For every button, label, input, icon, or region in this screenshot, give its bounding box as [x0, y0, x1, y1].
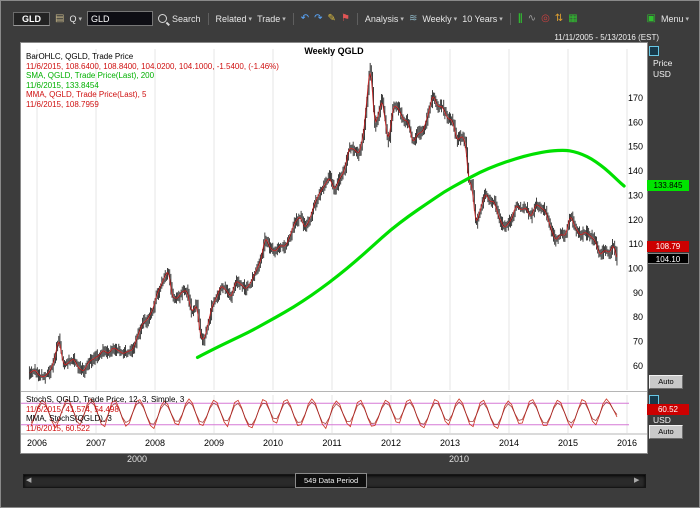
svg-text:70: 70	[633, 337, 643, 347]
stoch-legend-values: 11/6/2015, 41.574, 54.498	[26, 404, 119, 414]
toolbar-separator	[356, 12, 358, 25]
svg-text:2006: 2006	[27, 438, 47, 448]
dropdown-arrow-icon: ▾	[400, 15, 404, 23]
legend-mma-value: 11/6/2015, 108.7959	[26, 99, 99, 109]
related-dropdown[interactable]: Related ▾	[216, 14, 253, 24]
grid-icon[interactable]: ▦	[568, 12, 578, 24]
svg-text:2013: 2013	[440, 438, 460, 448]
scroll-left-icon[interactable]: ◀	[26, 477, 32, 484]
legend-sma-value: 11/6/2015, 133.8454	[26, 80, 99, 90]
menu-dropdown[interactable]: Menu ▾	[661, 14, 689, 24]
range-dropdown[interactable]: 10 Years ▾	[462, 14, 503, 24]
ticker-tab[interactable]: GLD	[13, 11, 50, 26]
stoch-legend: StochS, QGLD, Trade Price, 12, 3, Simple…	[26, 395, 184, 433]
period-dropdown[interactable]: Weekly ▾	[422, 14, 457, 24]
svg-text:90: 90	[633, 288, 643, 298]
search-button[interactable]: Search	[172, 14, 201, 24]
svg-text:2010: 2010	[263, 438, 283, 448]
dropdown-arrow-icon: ▾	[685, 15, 689, 23]
dropdown-arrow-icon: ▾	[282, 15, 286, 23]
svg-text:160: 160	[628, 117, 643, 127]
price-axis-currency: USD	[653, 69, 671, 79]
legend-sma-name: SMA, QGLD, Trade Price(Last), 200	[26, 71, 155, 81]
svg-text:170: 170	[628, 93, 643, 103]
svg-text:2007: 2007	[86, 438, 106, 448]
data-period-handle[interactable]: 549 Data Period	[295, 473, 368, 488]
chart-svg[interactable]: 170 160 150 140 130 120 110 100 90 80 70 60 2006 2007…	[21, 43, 647, 451]
svg-text:2015: 2015	[558, 438, 578, 448]
search-icon[interactable]	[157, 14, 167, 23]
chart-area: 170 160 150 140 130 120 110 100 90 80 70 60 2006 2007…	[21, 43, 647, 453]
svg-text:140: 140	[628, 166, 643, 176]
legend-ohlc-values: 11/6/2015, 108.6400, 108.8400, 104.0200,…	[26, 61, 279, 71]
flag-icon[interactable]: ⚑	[340, 12, 350, 24]
svg-text:60: 60	[633, 361, 643, 371]
stoch-legend-name: StochS, QGLD, Trade Price, 12, 3, Simple…	[26, 395, 185, 404]
svg-text:2014: 2014	[499, 438, 519, 448]
undo-icon[interactable]: ↶	[300, 12, 310, 24]
menu-label: Menu	[660, 13, 684, 24]
price-auto-scale-button[interactable]: Auto	[649, 375, 683, 389]
svg-text:100: 100	[628, 264, 643, 274]
mma-badge: 108.79	[647, 241, 689, 253]
svg-text:2012: 2012	[381, 438, 401, 448]
annotate-icon[interactable]: ✎	[327, 12, 336, 24]
redo-icon[interactable]: ↷	[314, 12, 323, 24]
analysis-dropdown[interactable]: Analysis ▾	[365, 14, 404, 24]
dropdown-arrow-icon: ▾	[78, 15, 82, 23]
wave-overlay-icon[interactable]: ≋	[408, 12, 418, 24]
svg-text:2009: 2009	[204, 438, 224, 448]
svg-text:2008: 2008	[145, 438, 165, 448]
dropdown-arrow-icon: ▾	[499, 15, 503, 23]
svg-text:120: 120	[628, 215, 643, 225]
period-label: Weekly	[422, 13, 452, 24]
svg-text:80: 80	[633, 312, 643, 322]
toolbar-separator	[207, 12, 209, 25]
quote-type-label: Q	[69, 13, 77, 24]
dropdown-arrow-icon: ▾	[248, 15, 253, 23]
stoch-auto-scale-button[interactable]: Auto	[649, 425, 683, 439]
candlestick-icon[interactable]: ∥	[517, 12, 523, 24]
doc-icon[interactable]: ▤	[55, 12, 65, 24]
svg-text:150: 150	[628, 142, 643, 152]
legend-mma-name: MMA, QGLD, Trade Price(Last), 5	[26, 90, 147, 100]
chart-title: Weekly QGLD	[304, 46, 364, 56]
trendline-icon[interactable]: ∿	[527, 12, 537, 24]
decade-label-2000: 2000	[127, 454, 148, 464]
legend-series-name: BarOHLC, QGLD, Trade Price	[26, 52, 134, 61]
target-icon[interactable]: ◎	[541, 12, 550, 24]
range-label: 10 Years	[462, 13, 498, 24]
price-legend: BarOHLC, QGLD, Trade Price 11/6/2015, 10…	[26, 52, 279, 110]
decade-label-2010: 2010	[449, 454, 470, 464]
toolbar-separator	[509, 12, 511, 25]
last-badge: 104.10	[647, 252, 689, 264]
search-label: Search	[171, 13, 201, 24]
stoch-legend-mma-name: MMA, StochS(QGLD), 3	[26, 414, 112, 424]
toolbar-separator	[292, 12, 294, 25]
svg-text:130: 130	[628, 190, 643, 200]
svg-text:110: 110	[629, 239, 643, 249]
related-label: Related	[215, 13, 247, 24]
scroll-right-icon[interactable]: ▶	[634, 477, 640, 484]
stoch-axis-currency: USD	[653, 415, 671, 425]
trade-dropdown[interactable]: Trade ▾	[257, 14, 286, 24]
price-axis-label: Price	[653, 58, 673, 68]
analysis-label: Analysis	[364, 13, 399, 24]
trade-label: Trade	[257, 13, 281, 24]
screen-icon[interactable]: ▣	[646, 12, 656, 24]
updown-arrows-icon[interactable]: ⇅	[554, 12, 564, 24]
chart-date-range: 11/11/2005 - 5/13/2016 (EST)	[554, 33, 659, 42]
quote-type-dropdown[interactable]: Q ▾	[69, 14, 82, 24]
sma-badge: 133.845	[647, 180, 689, 192]
stoch-badge: 60.52	[647, 404, 689, 416]
toolbar: GLD ▤ Q ▾ Search Related ▾ Trade ▾ ↶ ↷ ✎…	[13, 8, 689, 29]
stoch-legend-mma-value: 11/6/2015, 60.522	[26, 423, 90, 433]
expand-panel-icon[interactable]	[649, 46, 659, 56]
svg-text:2016: 2016	[617, 438, 637, 448]
svg-text:2011: 2011	[322, 438, 341, 448]
symbol-input[interactable]	[86, 11, 153, 26]
dropdown-arrow-icon: ▾	[453, 15, 458, 23]
